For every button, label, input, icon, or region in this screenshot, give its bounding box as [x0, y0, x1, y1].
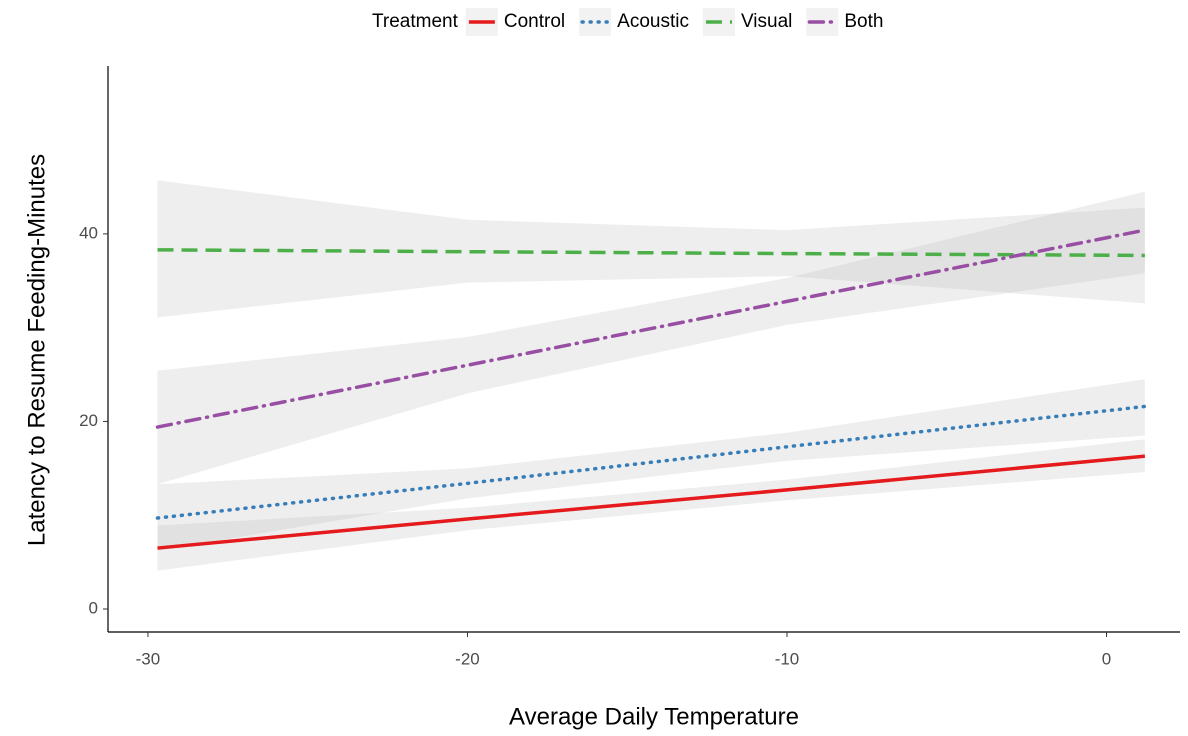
confidence-band: [157, 191, 1145, 485]
legend-label: Both: [844, 11, 883, 32]
y-tick-label: 0: [89, 599, 98, 618]
x-tick-label: -30: [136, 649, 161, 668]
series-line: [157, 248, 1145, 258]
x-tick-label: 0: [1102, 649, 1111, 668]
y-tick-label: 40: [79, 223, 98, 242]
legend-label: Acoustic: [617, 11, 689, 32]
legend-label: Control: [504, 11, 565, 32]
confidence-band: [157, 379, 1145, 551]
series-line: [157, 454, 1146, 550]
legend-title: Treatment: [372, 11, 459, 32]
series-line: [155, 404, 1147, 520]
x-axis-title: Average Daily Temperature: [509, 703, 799, 730]
series-line: [155, 228, 1147, 429]
x-tick-label: -20: [455, 649, 480, 668]
y-axis-title: Latency to Resume Feeding-Minutes: [23, 154, 50, 546]
y-tick-label: 20: [79, 411, 98, 430]
confidence-band: [157, 180, 1145, 318]
confidence-band: [157, 439, 1145, 571]
legend-label: Visual: [741, 11, 792, 32]
x-tick-label: -10: [775, 649, 800, 668]
